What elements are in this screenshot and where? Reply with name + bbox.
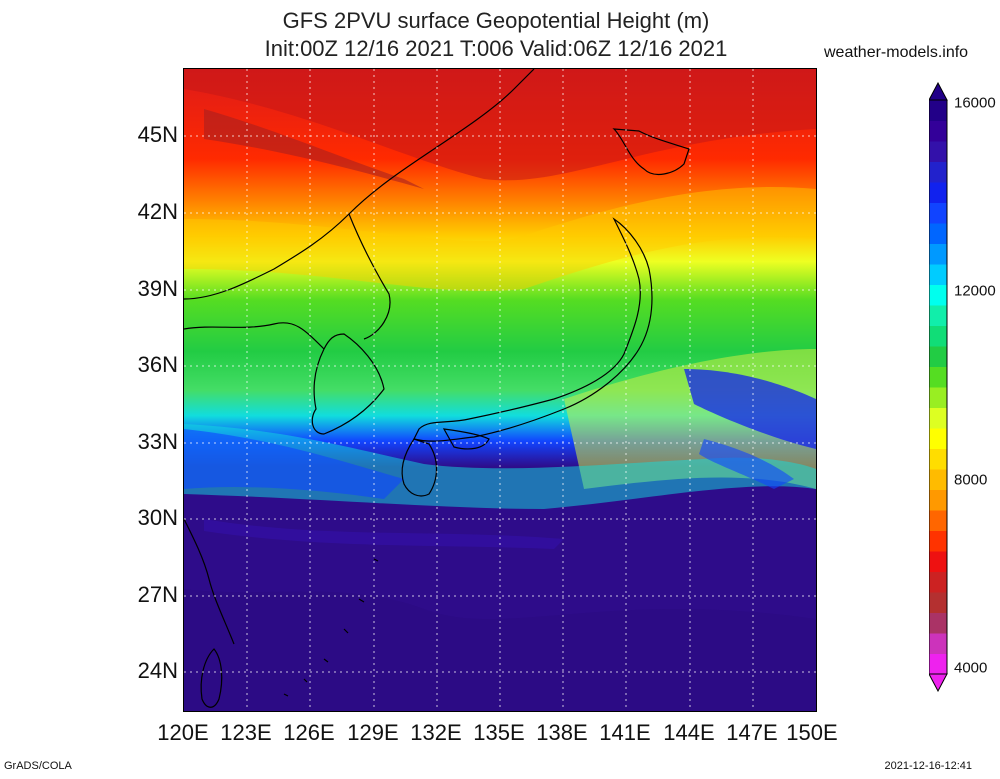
colorbar-label: 8000 [954, 471, 988, 489]
footer-timestamp: 2021-12-16-12:41 [884, 760, 972, 772]
colorbar-swatch [929, 202, 947, 224]
y-tick-label: 39N [137, 276, 178, 301]
colorbar-swatch [929, 120, 947, 142]
colorbar-swatch [929, 305, 947, 326]
x-tick-label: 129E [347, 720, 399, 745]
colorbar-label: 4000 [954, 659, 988, 677]
y-tick-label: 33N [137, 429, 178, 454]
x-tick-label: 150E [786, 720, 838, 745]
colorbar-swatch [929, 428, 947, 449]
colorbar-swatch [929, 592, 947, 613]
footer-credit: GrADS/COLA [4, 760, 72, 772]
y-tick-label: 45N [137, 122, 178, 147]
map-plot-area [183, 68, 817, 712]
x-tick-label: 132E [410, 720, 462, 745]
colorbar-swatch [929, 223, 947, 244]
y-tick-label: 27N [137, 582, 178, 607]
x-tick-label: 138E [536, 720, 588, 745]
colorbar-swatch [929, 571, 947, 593]
y-tick-label: 24N [137, 658, 178, 683]
colorbar-swatch [929, 653, 947, 675]
map-title-line1: GFS 2PVU surface Geopotential Height (m) [282, 8, 710, 33]
colorbar-swatch [929, 264, 947, 285]
colorbar-swatch [929, 448, 947, 470]
x-tick-label: 144E [663, 720, 715, 745]
colorbar-swatch [929, 489, 947, 511]
y-tick-label: 42N [137, 199, 178, 224]
x-tick-label: 141E [599, 720, 651, 745]
y-tick-label: 36N [137, 352, 178, 377]
x-tick-label: 120E [157, 720, 209, 745]
colorbar-swatch [929, 387, 947, 408]
colorbar-swatch [929, 141, 947, 162]
x-tick-label: 123E [220, 720, 272, 745]
colorbar-swatch [929, 243, 947, 265]
colorbar-swatch [929, 469, 947, 490]
colorbar-swatch [929, 182, 947, 203]
site-credit: weather-models.info [824, 44, 969, 61]
map-title-line2: Init:00Z 12/16 2021 T:006 Valid:06Z 12/1… [264, 36, 728, 61]
y-tick-label: 30N [137, 505, 178, 530]
colorbar-label: 12000 [954, 282, 996, 300]
colorbar-swatch [929, 100, 947, 121]
colorbar-swatch [929, 346, 947, 367]
colorbar-max-arrow [929, 82, 948, 101]
colorbar-swatch [929, 510, 947, 531]
x-tick-label: 126E [283, 720, 335, 745]
colorbar-swatch [929, 366, 947, 388]
colorbar-swatch [929, 530, 947, 552]
colorbar [929, 82, 948, 692]
x-tick-label: 147E [726, 720, 778, 745]
colorbar-frame [929, 99, 948, 675]
colorbar-min-arrow [929, 673, 948, 692]
colorbar-swatch [929, 407, 947, 429]
colorbar-swatch [929, 633, 947, 654]
colorbar-swatch [929, 284, 947, 306]
colorbar-label: 16000 [954, 94, 996, 112]
colorbar-swatch [929, 325, 947, 347]
colorbar-swatch [929, 161, 947, 183]
geopotential-map [184, 69, 816, 711]
colorbar-swatch [929, 612, 947, 634]
x-tick-label: 135E [473, 720, 525, 745]
colorbar-swatch [929, 551, 947, 572]
